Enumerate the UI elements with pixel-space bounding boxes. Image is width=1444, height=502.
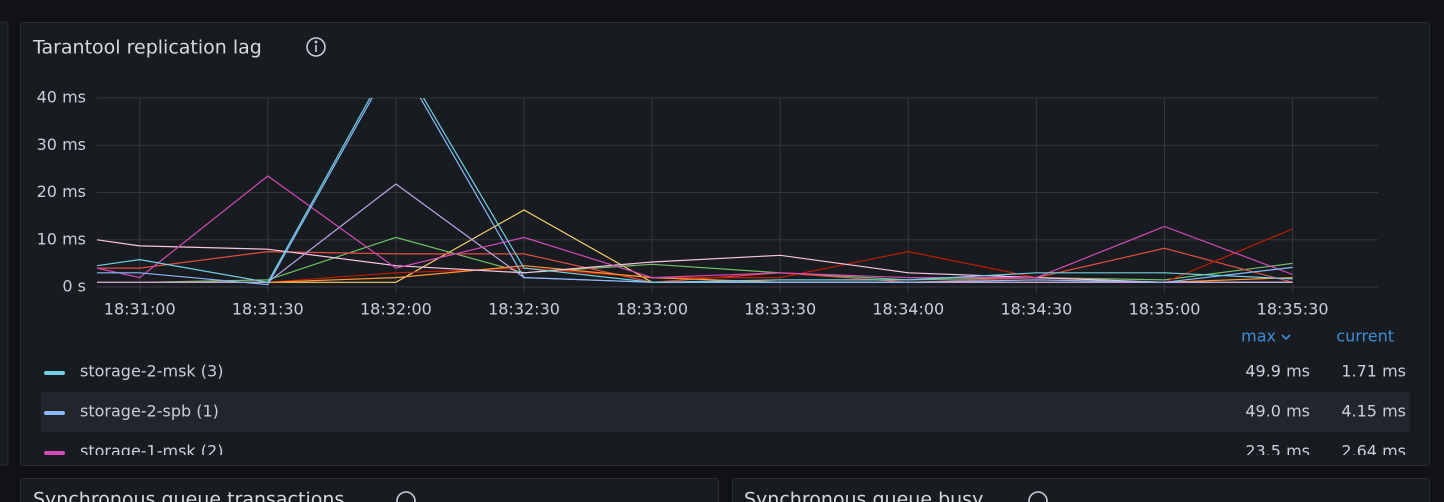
x-tick-label: 18:32:30 [488, 300, 560, 319]
side-panel [0, 21, 9, 466]
info-icon[interactable] [306, 37, 326, 57]
legend-value: 49.9 ms [1245, 362, 1310, 381]
panel-title: Synchronous queue transactions [33, 489, 344, 502]
x-tick-label: 18:31:00 [104, 300, 176, 319]
legend-label[interactable]: storage-1-msk (2) [80, 442, 223, 461]
y-tick-label: 40 ms [37, 88, 86, 107]
grid [97, 97, 1378, 293]
x-tick-label: 18:31:30 [232, 300, 304, 319]
legend-row-highlight [41, 392, 1410, 432]
legend-column-header[interactable]: current [1336, 327, 1394, 346]
x-tick-label: 18:35:00 [1129, 300, 1201, 319]
plot-area [97, 98, 1293, 286]
legend-value: 1.71 ms [1341, 362, 1406, 381]
y-tick-label: 0 s [62, 277, 86, 296]
panel-title: Tarantool replication lag [32, 37, 262, 59]
series-line [97, 175, 1293, 279]
x-tick-label: 18:33:30 [744, 300, 816, 319]
legend-value: 23.5 ms [1245, 442, 1310, 461]
panel [732, 478, 1430, 502]
x-tick-label: 18:32:00 [360, 300, 432, 319]
legend-value: 49.0 ms [1245, 402, 1310, 421]
panel [20, 22, 1430, 466]
legend-value: 4.15 ms [1341, 402, 1406, 421]
info-icon[interactable] [396, 491, 416, 502]
series-line [97, 239, 1293, 283]
x-tick-label: 18:34:30 [1000, 300, 1072, 319]
legend-value: 2.64 ms [1341, 442, 1406, 461]
legend-column-header[interactable]: max [1241, 327, 1276, 346]
x-tick-label: 18:33:00 [616, 300, 688, 319]
series-line [97, 98, 1293, 283]
y-tick-label: 10 ms [37, 229, 86, 248]
bottom-titles: Synchronous queue transactions Synchrono… [33, 489, 1048, 502]
sort-icon [1281, 334, 1291, 341]
y-tick-label: 30 ms [37, 135, 86, 154]
legend-label[interactable]: storage-2-msk (3) [80, 362, 223, 381]
x-tick-label: 18:34:00 [872, 300, 944, 319]
legend-rows: storage-2-msk (3) 49.9 ms 1.71 ms storage-2… [44, 362, 1406, 461]
y-tick-label: 20 ms [37, 182, 86, 201]
legend-label[interactable]: storage-2-spb (1) [80, 402, 219, 421]
panel-title: Synchronous queue busy [744, 489, 983, 502]
info-icon[interactable] [1028, 491, 1048, 502]
panel [20, 478, 719, 502]
x-tick-label: 18:35:30 [1257, 300, 1329, 319]
